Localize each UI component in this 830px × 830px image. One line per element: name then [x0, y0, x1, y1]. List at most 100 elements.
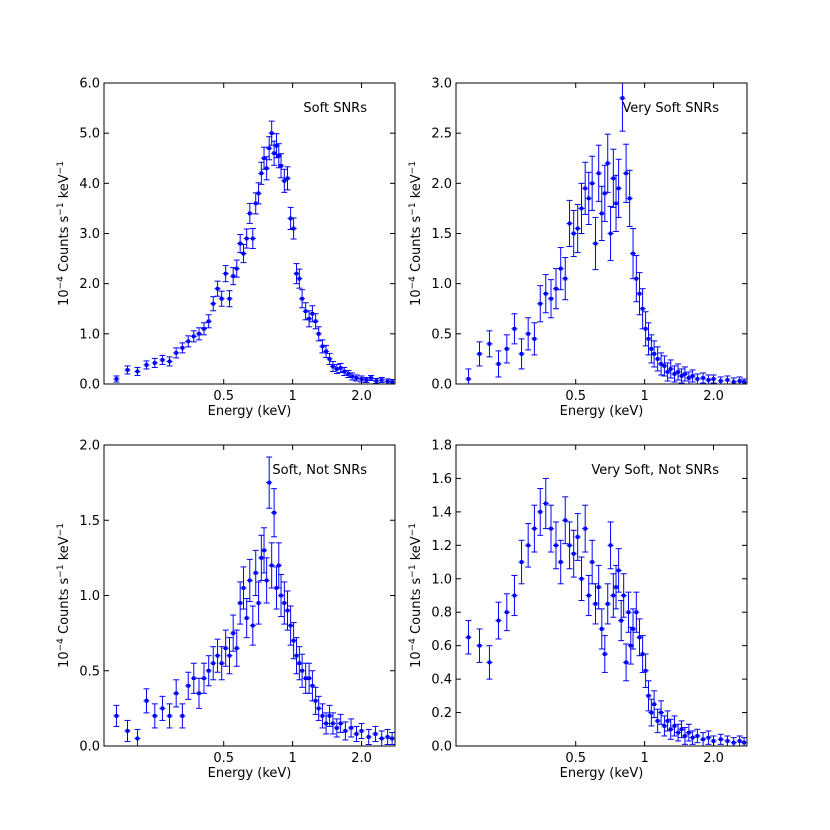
y-tick-label: 2.5 — [431, 127, 452, 142]
data-marker — [269, 563, 274, 568]
data-point — [271, 488, 278, 538]
data-marker — [374, 379, 379, 383]
data-marker — [586, 593, 591, 598]
data-point — [151, 703, 158, 729]
data-marker — [259, 556, 264, 560]
data-marker — [616, 568, 621, 573]
data-marker — [288, 623, 293, 628]
data-marker — [614, 201, 618, 206]
data-point — [648, 334, 655, 364]
data-point — [290, 622, 297, 660]
data-point — [323, 344, 330, 358]
data-marker — [300, 296, 304, 301]
data-marker — [668, 367, 673, 371]
data-marker — [655, 719, 660, 723]
data-marker — [701, 737, 705, 742]
data-point — [312, 313, 319, 330]
data-point — [358, 722, 365, 739]
data-point — [190, 662, 197, 694]
data-point — [205, 655, 212, 687]
data-marker — [238, 601, 242, 605]
data-point — [341, 366, 348, 376]
data-marker — [215, 286, 220, 291]
data-point — [179, 342, 186, 354]
data-marker — [583, 526, 587, 531]
data-point — [700, 732, 707, 746]
data-point — [685, 371, 692, 384]
data-point — [537, 487, 544, 536]
data-point — [675, 363, 682, 381]
data-marker — [538, 301, 543, 306]
data-point — [651, 690, 658, 719]
data-point — [345, 369, 352, 378]
data-marker — [313, 699, 318, 703]
data-marker — [244, 236, 249, 241]
data-marker — [291, 638, 296, 643]
data-marker — [272, 510, 276, 515]
data-point — [299, 289, 306, 309]
data-marker — [504, 347, 509, 351]
data-marker — [251, 623, 255, 628]
data-point — [293, 637, 300, 675]
data-marker — [238, 241, 242, 246]
data-marker — [621, 593, 626, 598]
data-marker — [385, 735, 390, 739]
y-tick-label: 0.0 — [79, 740, 100, 755]
data-marker — [269, 131, 274, 135]
data-marker — [160, 358, 165, 362]
data-point — [658, 700, 665, 725]
data-marker — [247, 211, 252, 216]
data-point — [243, 598, 250, 639]
data-point — [645, 680, 652, 712]
data-marker — [294, 653, 299, 658]
data-point — [230, 614, 237, 652]
data-marker — [114, 714, 119, 718]
y-tick-label: 0.0 — [79, 378, 100, 393]
data-marker — [649, 710, 654, 715]
data-marker — [586, 196, 591, 201]
data-marker — [711, 377, 716, 381]
data-marker — [359, 377, 364, 381]
data-point — [281, 581, 288, 625]
x-axis-label: Energy (keV) — [208, 766, 292, 781]
data-marker — [264, 166, 269, 171]
data-marker — [477, 352, 482, 356]
data-marker — [320, 344, 325, 349]
data-marker — [354, 732, 359, 736]
panel-1: 0.0 1.0 2.0 3.0 4.0 5.0 6.0 0.5 1 2.0 Soft SNRs Ene… — [56, 77, 396, 419]
data-point — [661, 715, 668, 737]
data-point — [271, 140, 278, 166]
data-marker — [307, 676, 311, 681]
data-point — [689, 369, 696, 383]
data-point — [326, 352, 333, 365]
data-point — [378, 730, 385, 746]
data-marker — [251, 236, 255, 241]
data-point — [173, 679, 180, 708]
data-point — [329, 712, 336, 735]
data-point — [689, 730, 696, 745]
data-marker — [649, 347, 654, 351]
data-point — [615, 158, 622, 218]
data-point — [263, 557, 270, 604]
data-marker — [665, 370, 670, 374]
data-point — [627, 626, 634, 665]
data-point — [124, 719, 131, 742]
data-point — [233, 259, 240, 278]
data-marker — [285, 608, 290, 613]
data-point — [578, 182, 585, 234]
data-marker — [571, 231, 576, 236]
data-point — [349, 372, 356, 381]
data-marker — [631, 627, 635, 631]
data-marker — [211, 661, 216, 666]
data-marker — [526, 332, 530, 336]
data-point — [337, 713, 344, 733]
data-marker — [659, 710, 663, 715]
data-marker — [532, 337, 537, 341]
data-point — [562, 257, 569, 301]
data-marker — [526, 543, 530, 548]
data-marker — [583, 186, 587, 191]
data-marker — [338, 366, 343, 370]
panel-annotation: Very Soft, Not SNRs — [591, 463, 719, 478]
x-tick-label: 1 — [640, 751, 648, 766]
data-marker — [466, 635, 471, 640]
